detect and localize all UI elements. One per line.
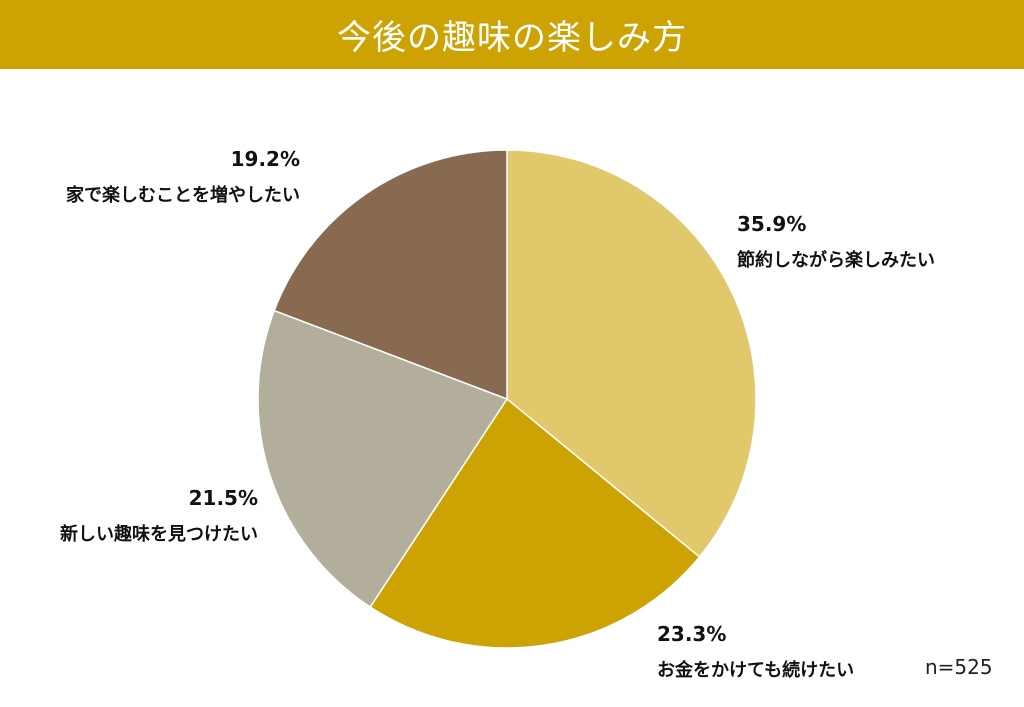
sample-size: n=525 [925,655,993,679]
chart-title: 今後の趣味の楽しみ方 [337,18,687,58]
slice-category-2: お金をかけても続けたい [657,660,855,681]
slice-value-1: 35.9% [737,212,807,236]
slice-value-4: 19.2% [230,147,300,171]
pie-slice-4 [273,149,508,401]
pie-slice-1 [506,149,757,559]
title-bar: 今後の趣味の楽しみ方 [0,0,1024,69]
pie-slice-2 [369,397,701,649]
slice-category-1: 節約しながら楽しみたい [737,250,935,271]
slice-category-4: 家で楽しむことを増やしたい [66,185,300,206]
pie-slice-3 [257,309,509,609]
slice-label-2: 23.3% お金をかけても続けたい [657,622,854,682]
slice-label-1: 35.9% 節約しながら楽しみたい [737,212,935,272]
slice-category-3: 新しい趣味を見つけたい [60,524,258,545]
slice-label-4: 19.2% 家で楽しむことを増やしたい [66,147,300,207]
slice-label-3: 21.5% 新しい趣味を見つけたい [60,486,258,546]
slice-value-3: 21.5% [188,486,258,510]
slice-value-2: 23.3% [657,622,727,646]
